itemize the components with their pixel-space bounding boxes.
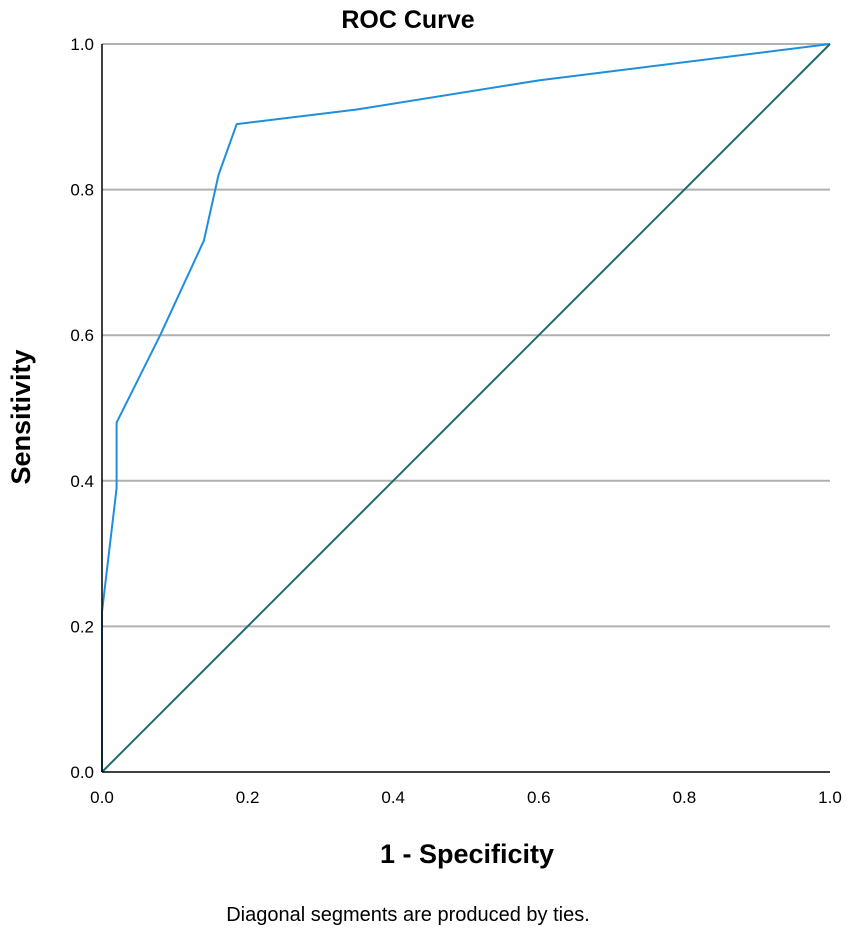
series-layer (101, 43, 831, 773)
y-tick-label-0: 0.0 (70, 763, 94, 782)
y-tick-label-5: 1.0 (70, 35, 94, 54)
chart-title: ROC Curve (341, 6, 474, 34)
y-tick-label-4: 0.8 (70, 181, 94, 200)
x-tick-label-3: 0.6 (527, 788, 551, 807)
x-tick-label-0: 0.0 (90, 788, 114, 807)
y-tick-label-3: 0.6 (70, 326, 94, 345)
x-tick-label-2: 0.4 (381, 788, 405, 807)
x-tick-label-5: 1.0 (818, 788, 842, 807)
reference-diagonal-line (101, 43, 831, 773)
tick-labels: 0.0 0.2 0.4 0.6 0.8 1.0 0.0 0.2 0.4 0.6 0.8 1.0 (70, 35, 841, 807)
footnote: Diagonal segments are produced by ties. (226, 904, 590, 926)
x-tick-label-4: 0.8 (673, 788, 697, 807)
x-axis-title: 1 - Specificity (380, 839, 554, 869)
y-tick-label-2: 0.4 (70, 472, 94, 491)
x-tick-label-1: 0.2 (236, 788, 260, 807)
grid-lines (102, 43, 830, 628)
axes (101, 44, 830, 773)
y-tick-label-1: 0.2 (70, 617, 94, 636)
y-axis-title: Sensitivity (6, 349, 36, 484)
